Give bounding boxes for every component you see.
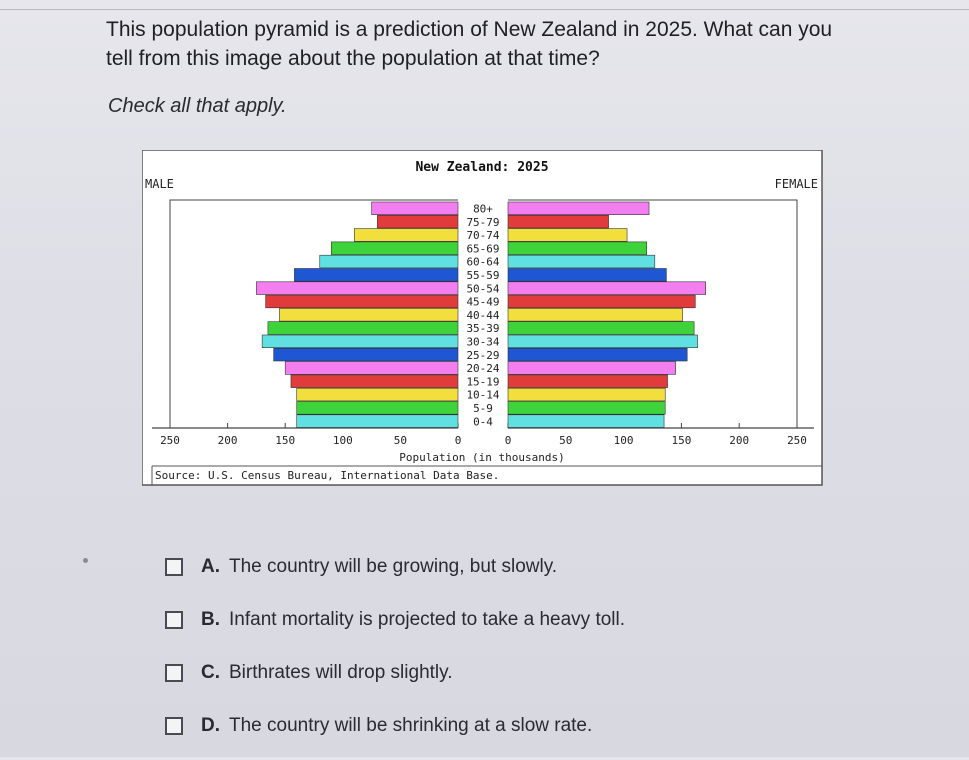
female-bar-70-74 <box>507 228 628 242</box>
female-bar-5-9 <box>507 401 666 415</box>
female-x-tick-label: 250 <box>787 434 807 447</box>
female-bar-50-54 <box>507 281 706 295</box>
age-label-50-54: 50-54 <box>466 282 499 295</box>
male-bar-45-49 <box>265 294 459 309</box>
male-bar-55-59 <box>294 268 459 282</box>
female-bar-65-69 <box>507 241 648 255</box>
choice-c-text: Birthrates will drop slightly. <box>229 662 453 683</box>
female-bar-80+ <box>507 201 650 215</box>
x-axis-label: Population (in thousands) <box>399 451 565 464</box>
age-label-5-9: 5-9 <box>473 402 493 415</box>
male-bar-25-29 <box>273 348 459 362</box>
choice-a[interactable]: A. The country will be growing, but slow… <box>165 548 625 586</box>
male-x-tick-label: 0 <box>455 434 462 447</box>
choice-c[interactable]: C. Birthrates will drop slightly. <box>165 654 625 692</box>
top-divider <box>0 9 969 10</box>
male-bar-15-19 <box>290 374 459 388</box>
choice-c-letter: C. <box>201 662 220 683</box>
choice-d-text: The country will be shrinking at a slow … <box>229 715 593 736</box>
stray-dot <box>83 558 88 563</box>
female-bar-30-34 <box>507 334 698 348</box>
female-bar-75-79 <box>507 215 609 229</box>
choice-d-letter: D. <box>201 715 220 736</box>
choice-a-letter: A. <box>201 556 220 577</box>
female-bar-25-29 <box>507 348 688 362</box>
age-label-45-49: 45-49 <box>466 296 499 309</box>
age-label-60-64: 60-64 <box>466 256 499 269</box>
female-bar-15-19 <box>507 374 668 388</box>
male-bar-5-9 <box>296 401 459 415</box>
male-bar-35-39 <box>267 321 459 335</box>
male-x-tick-label: 250 <box>160 434 180 447</box>
chart-source: Source: U.S. Census Bureau, Internationa… <box>155 469 499 482</box>
female-x-tick-label: 150 <box>671 434 691 447</box>
female-bar-40-44 <box>507 308 683 322</box>
female-bar-55-59 <box>507 268 667 282</box>
female-x-tick-label: 0 <box>505 434 512 447</box>
age-label-70-74: 70-74 <box>466 229 499 242</box>
female-x-tick-label: 50 <box>559 434 572 447</box>
male-x-tick-label: 150 <box>275 434 295 447</box>
male-bar-80+ <box>371 201 459 215</box>
choice-a-text: The country will be growing, but slowly. <box>229 556 558 577</box>
answer-choices: A. The country will be growing, but slow… <box>165 548 625 760</box>
choice-c-checkbox[interactable] <box>165 664 183 682</box>
male-bar-50-54 <box>256 281 459 295</box>
male-bar-10-14 <box>296 387 459 402</box>
male-plot-border <box>169 199 458 428</box>
age-label-75-79: 75-79 <box>466 216 499 229</box>
male-x-tick-label: 50 <box>394 434 407 447</box>
female-bar-10-14 <box>507 387 666 402</box>
male-bar-65-69 <box>330 241 459 255</box>
age-label-80+: 80+ <box>473 203 493 216</box>
male-bar-0-4 <box>296 414 459 428</box>
male-label: MALE <box>145 177 174 191</box>
chart-title: New Zealand: 2025 <box>415 160 548 175</box>
male-bar-75-79 <box>377 215 459 229</box>
choice-b[interactable]: B. Infant mortality is projected to take… <box>165 601 625 639</box>
male-bar-30-34 <box>261 334 459 348</box>
chart-frame <box>142 150 823 486</box>
female-plot-border <box>508 199 798 428</box>
female-x-tick-label: 100 <box>614 434 634 447</box>
male-bar-70-74 <box>354 228 459 242</box>
female-bar-60-64 <box>507 254 656 269</box>
male-x-tick-label: 100 <box>333 434 353 447</box>
instruction-text: Check all that apply. <box>108 95 287 117</box>
choice-d[interactable]: D. The country will be shrinking at a sl… <box>165 707 625 745</box>
age-label-35-39: 35-39 <box>466 322 499 335</box>
female-bar-45-49 <box>507 294 696 309</box>
female-bar-35-39 <box>507 321 695 335</box>
age-label-30-34: 30-34 <box>466 336 499 349</box>
age-label-55-59: 55-59 <box>466 269 499 282</box>
male-bar-20-24 <box>284 361 459 375</box>
age-label-10-14: 10-14 <box>466 389 499 402</box>
age-label-25-29: 25-29 <box>466 349 499 362</box>
age-label-65-69: 65-69 <box>466 242 499 255</box>
female-label: FEMALE <box>775 177 818 191</box>
age-label-20-24: 20-24 <box>466 362 499 375</box>
choice-b-letter: B. <box>201 609 220 630</box>
male-bar-60-64 <box>319 254 459 269</box>
choice-b-checkbox[interactable] <box>165 611 183 629</box>
male-bar-40-44 <box>279 308 459 322</box>
choice-a-checkbox[interactable] <box>165 558 183 576</box>
female-bar-0-4 <box>507 414 665 428</box>
age-label-40-44: 40-44 <box>466 309 499 322</box>
female-bar-20-24 <box>507 361 676 375</box>
question-text: This population pyramid is a prediction … <box>106 18 833 70</box>
population-pyramid-chart: New Zealand: 2025 MALE FEMALE 250 250 200 2… <box>142 150 823 486</box>
female-x-tick-label: 200 <box>729 434 749 447</box>
age-label-0-4: 0-4 <box>473 415 493 428</box>
male-x-tick-label: 200 <box>218 434 238 447</box>
choice-d-checkbox[interactable] <box>165 717 183 735</box>
choice-b-text: Infant mortality is projected to take a … <box>229 609 626 630</box>
age-label-15-19: 15-19 <box>466 375 499 388</box>
